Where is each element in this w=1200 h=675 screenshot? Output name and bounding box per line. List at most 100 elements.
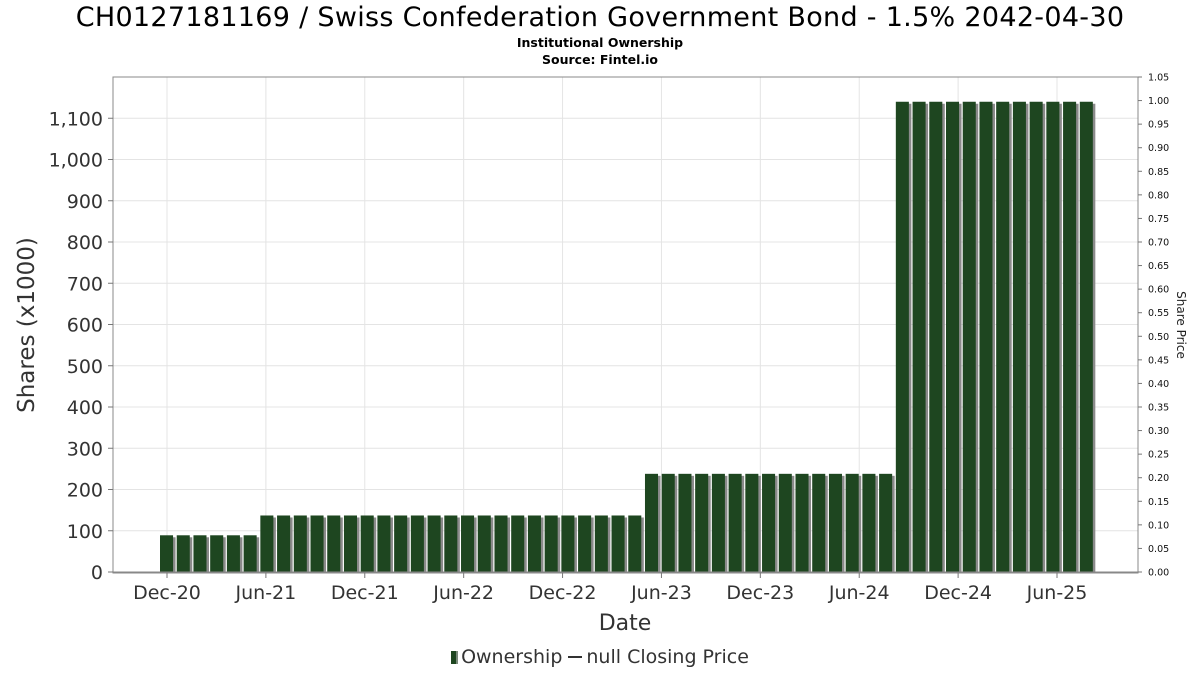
- ownership-bars: [160, 101, 1096, 572]
- ownership-bar: [945, 101, 960, 572]
- ownership-bar: [879, 473, 893, 572]
- ownership-bar: [176, 535, 190, 572]
- price-legend-line: [568, 656, 583, 658]
- y-tick-label: 800: [67, 232, 103, 254]
- y2-tick-label: 0.30: [1148, 426, 1169, 437]
- ownership-bar: [277, 515, 291, 572]
- ownership-bar: [427, 515, 441, 572]
- ownership-bar: [962, 101, 976, 572]
- ownership-bar: [912, 101, 926, 572]
- ownership-bar: [561, 515, 575, 572]
- ownership-bar: [929, 101, 943, 572]
- ownership-bar: [494, 515, 508, 572]
- y2-axis-label: Share Price: [1174, 291, 1188, 359]
- ownership-bar: [695, 473, 709, 572]
- ownership-bar: [444, 515, 458, 572]
- x-tick-label: Jun-21: [235, 582, 297, 604]
- y-tick-label: 500: [67, 356, 103, 378]
- ownership-bar: [745, 473, 759, 572]
- ownership-bar: [477, 515, 491, 572]
- ownership-bar: [527, 515, 541, 572]
- ownership-bar: [327, 515, 341, 572]
- y2-tick-label: 0.10: [1148, 520, 1169, 531]
- y2-tick-label: 0.35: [1148, 403, 1169, 414]
- x-tick-label: Dec-22: [529, 582, 597, 604]
- y-tick-label: 600: [67, 315, 103, 337]
- y2-tick-label: 1.00: [1148, 96, 1169, 107]
- y2-tick-label: 1.05: [1148, 73, 1169, 84]
- ownership-bar: [812, 473, 826, 572]
- y2-tick-label: 0.75: [1148, 214, 1169, 225]
- ownership-bar: [711, 473, 725, 572]
- ownership-bar: [310, 515, 324, 572]
- x-tick-label: Dec-21: [331, 582, 399, 604]
- ownership-bar: [1079, 101, 1093, 572]
- ownership-bar: [762, 473, 776, 572]
- y2-tick-label: 0.25: [1148, 450, 1169, 461]
- ownership-bar: [895, 101, 909, 572]
- x-tick-label: Dec-24: [924, 582, 992, 604]
- ownership-bar: [511, 515, 525, 572]
- legend: Ownership null Closing Price: [0, 646, 1200, 668]
- x-tick-label: Jun-23: [630, 582, 692, 604]
- y2-tick-label: 0.60: [1148, 285, 1169, 296]
- ownership-bar: [544, 515, 558, 572]
- y-tick-label: 300: [67, 438, 103, 460]
- y-axis: 0 100 200 300 400 500 600 700 800 900 1,000 1,100: [49, 108, 113, 584]
- ownership-bar: [360, 515, 374, 572]
- ownership-bar: [979, 101, 993, 572]
- ownership-bar: [1046, 101, 1060, 572]
- y2-tick-label: 0.90: [1148, 143, 1169, 154]
- price-legend-label: null Closing Price: [586, 646, 749, 668]
- y2-tick-label: 0.55: [1148, 308, 1169, 319]
- x-tick-label: Jun-25: [1026, 582, 1088, 604]
- y2-tick-label: 0.40: [1148, 379, 1169, 390]
- ownership-bar: [728, 473, 742, 572]
- ownership-bar: [594, 515, 608, 572]
- y-tick-label: 200: [67, 480, 103, 502]
- y-tick-label: 100: [67, 521, 103, 543]
- ownership-bar: [644, 473, 659, 572]
- y2-tick-label: 0.80: [1148, 190, 1169, 201]
- ownership-bar: [996, 101, 1010, 572]
- ownership-bar: [828, 473, 842, 572]
- ownership-legend-swatch: [451, 651, 459, 664]
- y-tick-label: 900: [67, 191, 103, 213]
- ownership-bar: [394, 515, 408, 572]
- ownership-bar: [377, 515, 391, 572]
- ownership-bar: [293, 515, 307, 572]
- ownership-bar: [778, 473, 792, 572]
- chart-title: CH0127181169 / Swiss Confederation Gover…: [75, 2, 1125, 33]
- ownership-bar: [578, 515, 592, 572]
- ownership-bar: [461, 515, 475, 572]
- y-tick-label: 1,000: [49, 150, 103, 172]
- y2-tick-label: 0.85: [1148, 167, 1169, 178]
- ownership-bar: [1063, 101, 1077, 572]
- y2-tick-label: 0.65: [1148, 261, 1169, 272]
- x-axis-label: Date: [599, 611, 652, 636]
- ownership-bar: [1012, 101, 1026, 572]
- ownership-bar: [410, 515, 424, 572]
- x-tick-label: Jun-24: [828, 582, 890, 604]
- ownership-bar: [862, 473, 876, 572]
- x-tick-label: Jun-22: [432, 582, 494, 604]
- chart-source: Source: Fintel.io: [542, 52, 658, 67]
- ownership-bar: [845, 473, 859, 572]
- y2-tick-label: 0.05: [1148, 544, 1169, 555]
- x-tick-label: Dec-20: [133, 582, 201, 604]
- y-tick-label: 1,100: [49, 108, 103, 130]
- ownership-bar: [343, 515, 358, 572]
- y-tick-label: 400: [67, 397, 103, 419]
- ownership-bar: [193, 535, 207, 572]
- ownership-bar: [1029, 101, 1043, 572]
- y-axis-label: Shares (x1000): [14, 237, 40, 413]
- ownership-bar: [260, 515, 274, 572]
- y2-tick-label: 0.95: [1148, 120, 1169, 131]
- ownership-bar: [226, 535, 240, 572]
- ownership-bar: [160, 535, 174, 572]
- y2-tick-label: 0.00: [1148, 568, 1169, 579]
- ownership-bar: [678, 473, 692, 572]
- y2-axis: 0.00 0.05 0.10 0.15 0.20 0.25 0.30 0.35 0.40 0.45…: [1138, 73, 1169, 579]
- y2-tick-label: 0.70: [1148, 238, 1169, 249]
